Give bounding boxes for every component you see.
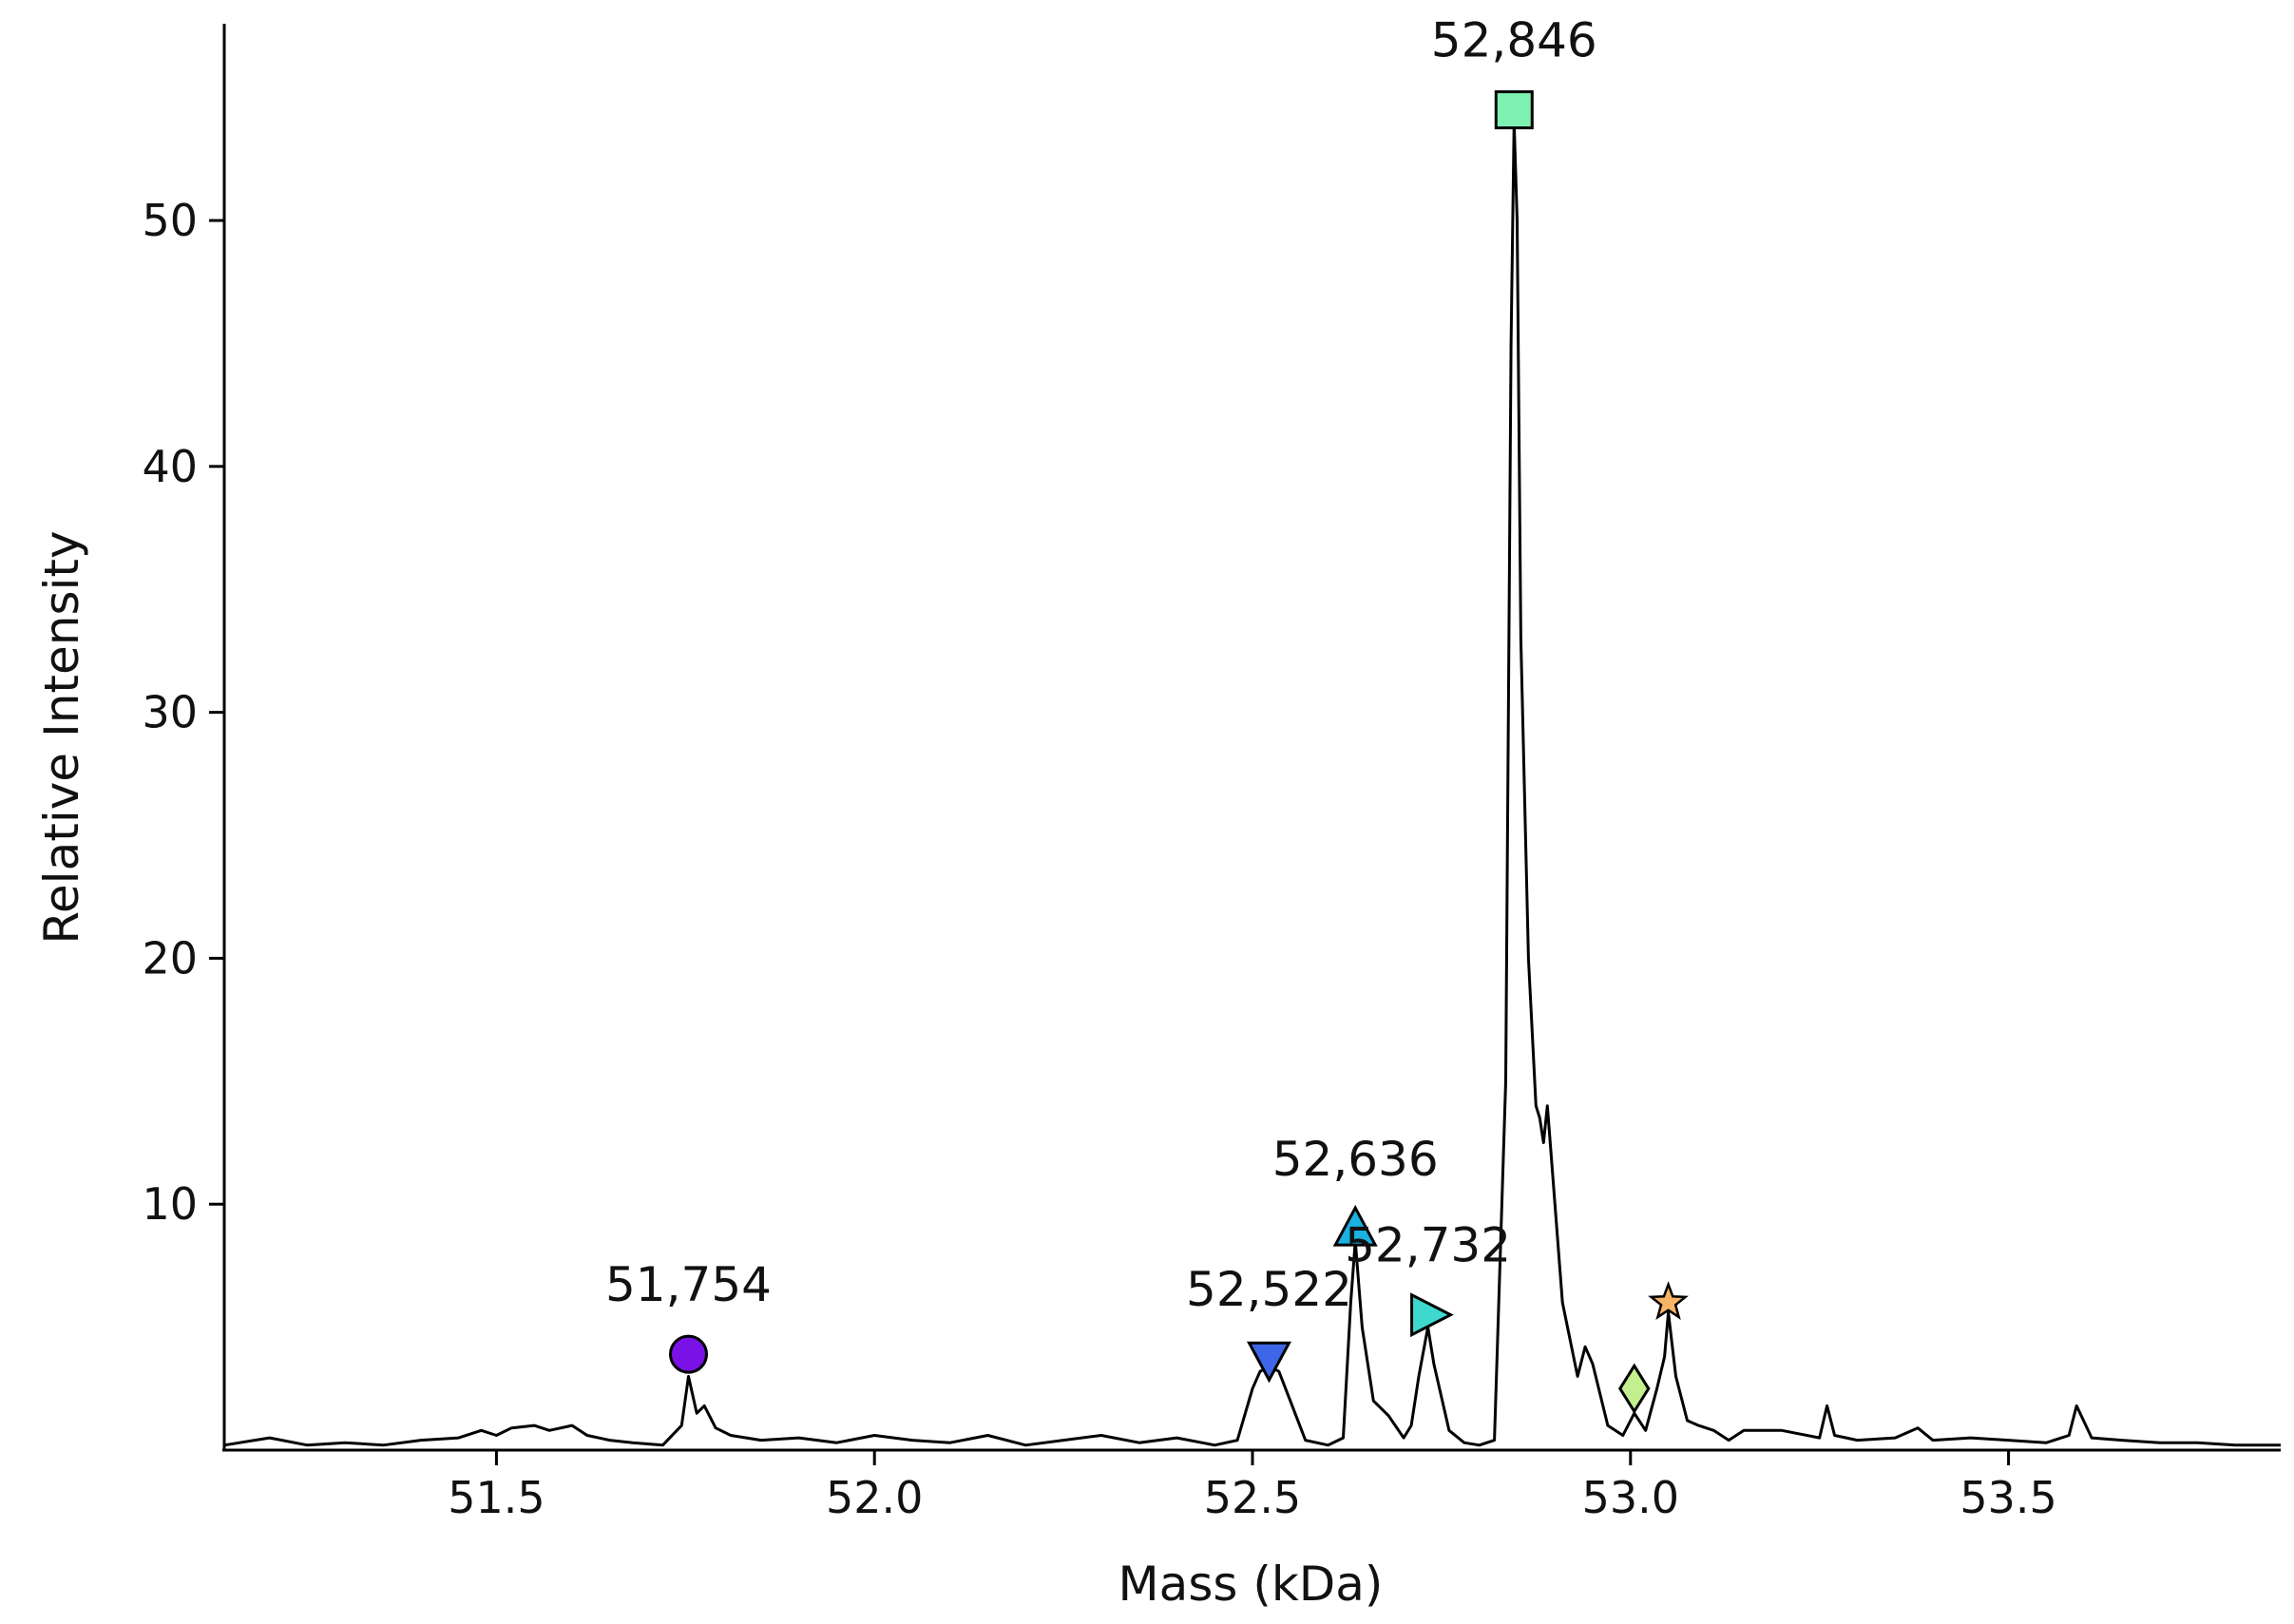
x-axis-label: Mass (kDa): [1118, 1557, 1384, 1612]
peak-label: 52,522: [1186, 1262, 1352, 1317]
spectrum-line: [223, 121, 2281, 1447]
y-tick-label: 10: [142, 1178, 198, 1230]
x-ticks: 51.5 52.0 52.5 53.0 53.5: [448, 1450, 2057, 1523]
x-tick-label: 52.5: [1204, 1472, 1301, 1523]
y-tick-label: 20: [142, 932, 198, 984]
axes: [222, 24, 2281, 1452]
peak-marker-circle: [668, 1334, 708, 1374]
x-tick-label: 53.0: [1582, 1472, 1679, 1523]
y-axis-label: Relative Intensity: [34, 530, 89, 944]
peak-marker-square: [1494, 90, 1534, 130]
y-ticks: 10 20 30 40 50: [142, 195, 224, 1230]
peak-marker-triangle-down: [1246, 1341, 1292, 1384]
peak-label: 52,636: [1272, 1132, 1439, 1187]
x-tick-label: 53.5: [1959, 1472, 2056, 1523]
y-tick-label: 40: [142, 441, 198, 492]
x-tick-label: 51.5: [448, 1472, 545, 1523]
peak-labels: 51,754 52,522 52,636 52,732 52,846: [605, 13, 1597, 1318]
y-tick-label: 30: [142, 687, 198, 738]
peak-markers: [668, 90, 1689, 1415]
y-tick-label: 50: [142, 195, 198, 246]
peak-label: 51,754: [605, 1257, 772, 1312]
peak-label: 52,846: [1431, 13, 1597, 68]
x-tick-label: 52.0: [826, 1472, 923, 1523]
peak-marker-triangle-up: [1332, 1204, 1378, 1247]
peak-label: 52,732: [1345, 1218, 1511, 1273]
peak-marker-star: [1648, 1281, 1689, 1320]
peak-marker-diamond: [1618, 1363, 1651, 1415]
peak-marker-triangle-right: [1410, 1292, 1454, 1338]
